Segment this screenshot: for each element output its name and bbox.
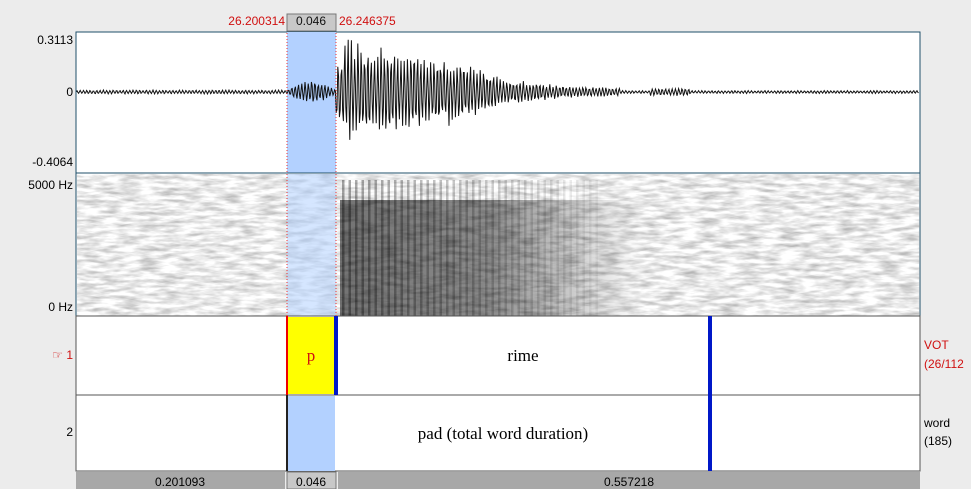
striation: [414, 180, 417, 316]
striation: [375, 180, 378, 316]
spectrogram: [77, 174, 920, 316]
striation: [570, 180, 573, 316]
striation: [492, 180, 495, 316]
striation: [420, 180, 423, 316]
striation: [544, 180, 547, 316]
duration: 0.201093: [155, 475, 205, 489]
striation: [342, 180, 345, 316]
interval-label[interactable]: rime: [507, 346, 538, 365]
striation: [388, 180, 391, 316]
selection-duration: 0.046: [296, 14, 326, 28]
striation: [511, 180, 514, 316]
striation: [401, 180, 404, 316]
striation: [368, 180, 371, 316]
page: 26.200314 0.046 26.246375 0.3113 0 -0.40…: [0, 0, 971, 489]
textgrid-editor: 26.200314 0.046 26.246375 0.3113 0 -0.40…: [0, 0, 971, 489]
striation: [362, 180, 365, 316]
tier-count: (26/112: [924, 357, 964, 371]
tier-name: word: [923, 416, 950, 430]
waveform-panel: [76, 32, 920, 173]
striation: [394, 180, 397, 316]
waveform-min: -0.4064: [32, 155, 73, 169]
spectrogram-top: 5000 Hz: [28, 178, 73, 192]
selection: [287, 32, 336, 173]
selection: [288, 396, 335, 471]
striation: [427, 180, 430, 316]
striation: [505, 180, 508, 316]
tier-count: (185): [924, 434, 952, 448]
striation: [537, 180, 540, 316]
striation: [440, 180, 443, 316]
spectrogram-bottom: 0 Hz: [48, 300, 73, 314]
striation: [349, 180, 352, 316]
striation: [453, 180, 456, 316]
striation: [433, 180, 436, 316]
striation: [479, 180, 482, 316]
striation: [407, 180, 410, 316]
striation: [459, 180, 462, 316]
striation: [557, 180, 560, 316]
selection-start: 26.200314: [228, 14, 285, 28]
striation: [485, 180, 488, 316]
striation: [518, 180, 521, 316]
waveform-zero: 0: [66, 85, 73, 99]
striation: [563, 180, 566, 316]
tier-number[interactable]: 2: [66, 425, 73, 439]
striation: [576, 180, 579, 316]
striation: [381, 180, 384, 316]
striation: [498, 180, 501, 316]
striation: [531, 180, 534, 316]
striation: [355, 180, 358, 316]
striation: [446, 180, 449, 316]
tier-1[interactable]: [76, 316, 920, 395]
duration: 0.046: [296, 475, 326, 489]
waveform-max: 0.3113: [37, 33, 73, 47]
striation: [583, 180, 586, 316]
tier-number[interactable]: ☞ 1: [52, 348, 73, 362]
tier-name: VOT: [924, 338, 949, 352]
striation: [550, 180, 553, 316]
duration: 0.557218: [604, 475, 654, 489]
striation: [524, 180, 527, 316]
striation: [596, 180, 599, 316]
striation: [589, 180, 592, 316]
interval-label[interactable]: p: [307, 346, 316, 365]
selection-end: 26.246375: [339, 14, 396, 28]
striation: [472, 180, 475, 316]
striation: [466, 180, 469, 316]
interval-label[interactable]: pad (total word duration): [418, 424, 588, 443]
